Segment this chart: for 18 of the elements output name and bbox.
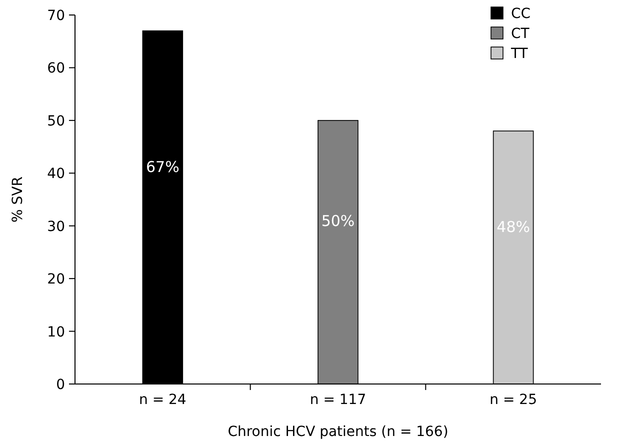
y-tick-label: 0 — [56, 377, 65, 393]
y-tick-label: 60 — [47, 60, 65, 77]
legend-label: CT — [511, 26, 530, 42]
legend-label: TT — [510, 46, 528, 62]
data-label: 67% — [146, 158, 180, 176]
y-tick-label: 20 — [47, 272, 65, 288]
y-tick-label: 10 — [47, 324, 65, 340]
y-tick-label: 40 — [47, 166, 65, 182]
x-tick-label: n = 117 — [310, 392, 366, 408]
x-tick-label: n = 25 — [490, 392, 537, 408]
y-axis-title: % SVR — [10, 176, 26, 222]
data-label: 50% — [321, 212, 355, 230]
x-tick-label: n = 24 — [139, 392, 186, 408]
y-tick-label: 70 — [47, 8, 65, 24]
x-axis-title: Chronic HCV patients (n = 166) — [228, 424, 448, 440]
y-tick-label: 30 — [47, 218, 65, 235]
y-tick-label: 50 — [47, 113, 65, 130]
legend-label: CC — [511, 6, 531, 22]
